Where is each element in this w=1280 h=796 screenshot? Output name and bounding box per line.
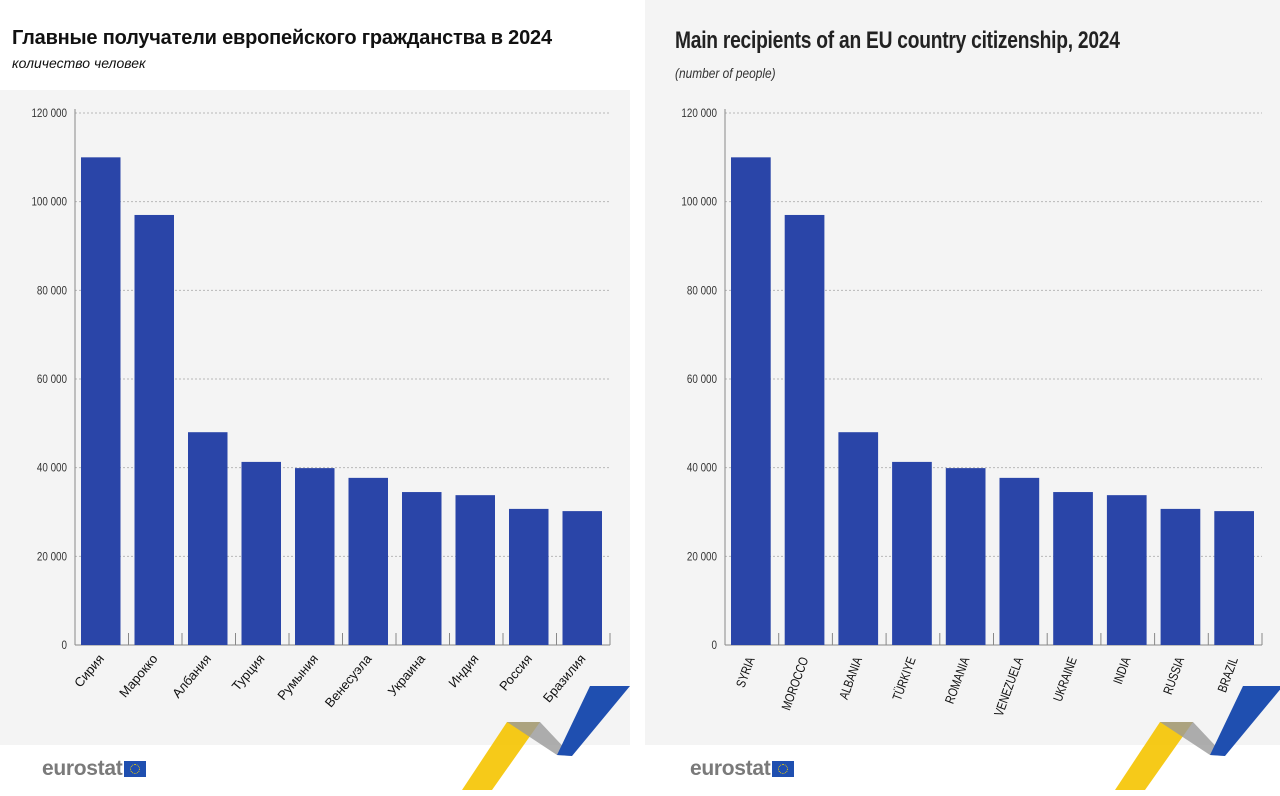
bar-chart: 0 20 000 40 000 60 000 80 000 100 000 120 000 S…	[681, 107, 1280, 790]
bar-2	[838, 432, 879, 645]
x-tick-label: ROMANIA	[943, 655, 973, 706]
x-tick-label: TÜRKIYE	[890, 655, 919, 702]
bar-5	[348, 477, 388, 645]
x-tick-label: ALBANIA	[837, 655, 866, 701]
y-tick-label: 60 000	[37, 373, 67, 386]
eu-flag-icon	[124, 761, 147, 777]
bar-1	[784, 214, 825, 645]
chart-title: Main recipients of an EU country citizen…	[675, 27, 1120, 54]
x-tick-label: UKRAINE	[1051, 655, 1080, 703]
bar-chart: 0 20 000 40 000 60 000 80 000 100 000 120 000 С…	[31, 107, 630, 790]
x-tick-label: BRAZIL	[1215, 655, 1241, 694]
y-tick-label: 80 000	[687, 284, 717, 297]
bar-8	[1160, 508, 1201, 645]
bar-8	[509, 508, 549, 645]
x-tick-label: Румыния	[274, 651, 321, 703]
ribbon-yellow-shape	[462, 722, 540, 790]
x-tick-label: VENEZUELA	[992, 655, 1027, 718]
y-tick-label: 120 000	[681, 107, 717, 120]
y-tick-label: 120 000	[31, 107, 67, 120]
ribbon-yellow-shape	[1115, 722, 1193, 790]
bar-5	[999, 477, 1040, 645]
bar-1	[134, 214, 174, 645]
bar-4	[295, 468, 335, 645]
bar-4	[945, 468, 986, 645]
x-tick-label: RUSSIA	[1161, 655, 1188, 696]
y-tick-label: 20 000	[37, 550, 67, 563]
y-tick-label: 40 000	[37, 462, 67, 475]
eurostat-logo: eurostat	[42, 757, 147, 781]
logo-text: eurostat	[42, 757, 123, 780]
x-tick-label: Турция	[229, 651, 268, 693]
y-tick-label: 0	[62, 639, 67, 652]
bar-0	[731, 157, 771, 646]
x-tick-label: Россия	[496, 651, 535, 693]
ribbon-grey-shape	[507, 722, 572, 756]
x-tick-label: Украина	[385, 651, 429, 699]
eurostat-logo: eurostat	[690, 757, 795, 781]
logo-text: eurostat	[690, 757, 771, 780]
y-tick-label: 40 000	[687, 462, 717, 475]
bar-7	[1106, 495, 1147, 645]
chart-panel-english: Main recipients of an EU country citizen…	[645, 0, 1280, 796]
bar-9	[562, 511, 602, 645]
x-tick-label: Сирия	[71, 651, 107, 690]
x-tick-label: Индия	[445, 651, 481, 690]
bar-0	[81, 157, 121, 646]
y-tick-label: 100 000	[681, 196, 717, 209]
bar-9	[1214, 511, 1254, 645]
x-tick-label: MOROCCO	[779, 655, 811, 712]
chart-subtitle: количество человек	[12, 55, 146, 71]
y-tick-label: 20 000	[687, 550, 717, 563]
ribbon-grey-shape	[1160, 722, 1225, 756]
y-tick-label: 0	[712, 639, 717, 652]
x-tick-label: Венесуэла	[322, 651, 375, 711]
x-tick-label: INDIA	[1111, 655, 1134, 686]
bar-2	[188, 432, 228, 645]
bar-6	[1053, 492, 1093, 645]
ribbon-blue-shape	[1210, 686, 1280, 756]
chart-subtitle: (number of people)	[675, 65, 776, 81]
y-tick-label: 60 000	[687, 373, 717, 386]
chart-title: Главные получатели европейского гражданс…	[12, 27, 552, 49]
bar-3	[892, 461, 932, 645]
x-tick-label: SYRIA	[734, 655, 758, 689]
chart-panel-russian: Главные получатели европейского гражданс…	[0, 27, 630, 790]
eu-flag-icon	[772, 761, 795, 777]
bar-7	[455, 495, 495, 645]
x-tick-label: Албания	[169, 651, 214, 701]
y-tick-label: 100 000	[31, 196, 67, 209]
x-tick-label: Бразилия	[540, 651, 589, 705]
x-tick-label: Марокко	[116, 651, 161, 700]
bar-6	[402, 492, 442, 645]
ribbon-blue-shape	[557, 686, 630, 756]
y-tick-label: 80 000	[37, 284, 67, 297]
bar-3	[241, 461, 281, 645]
